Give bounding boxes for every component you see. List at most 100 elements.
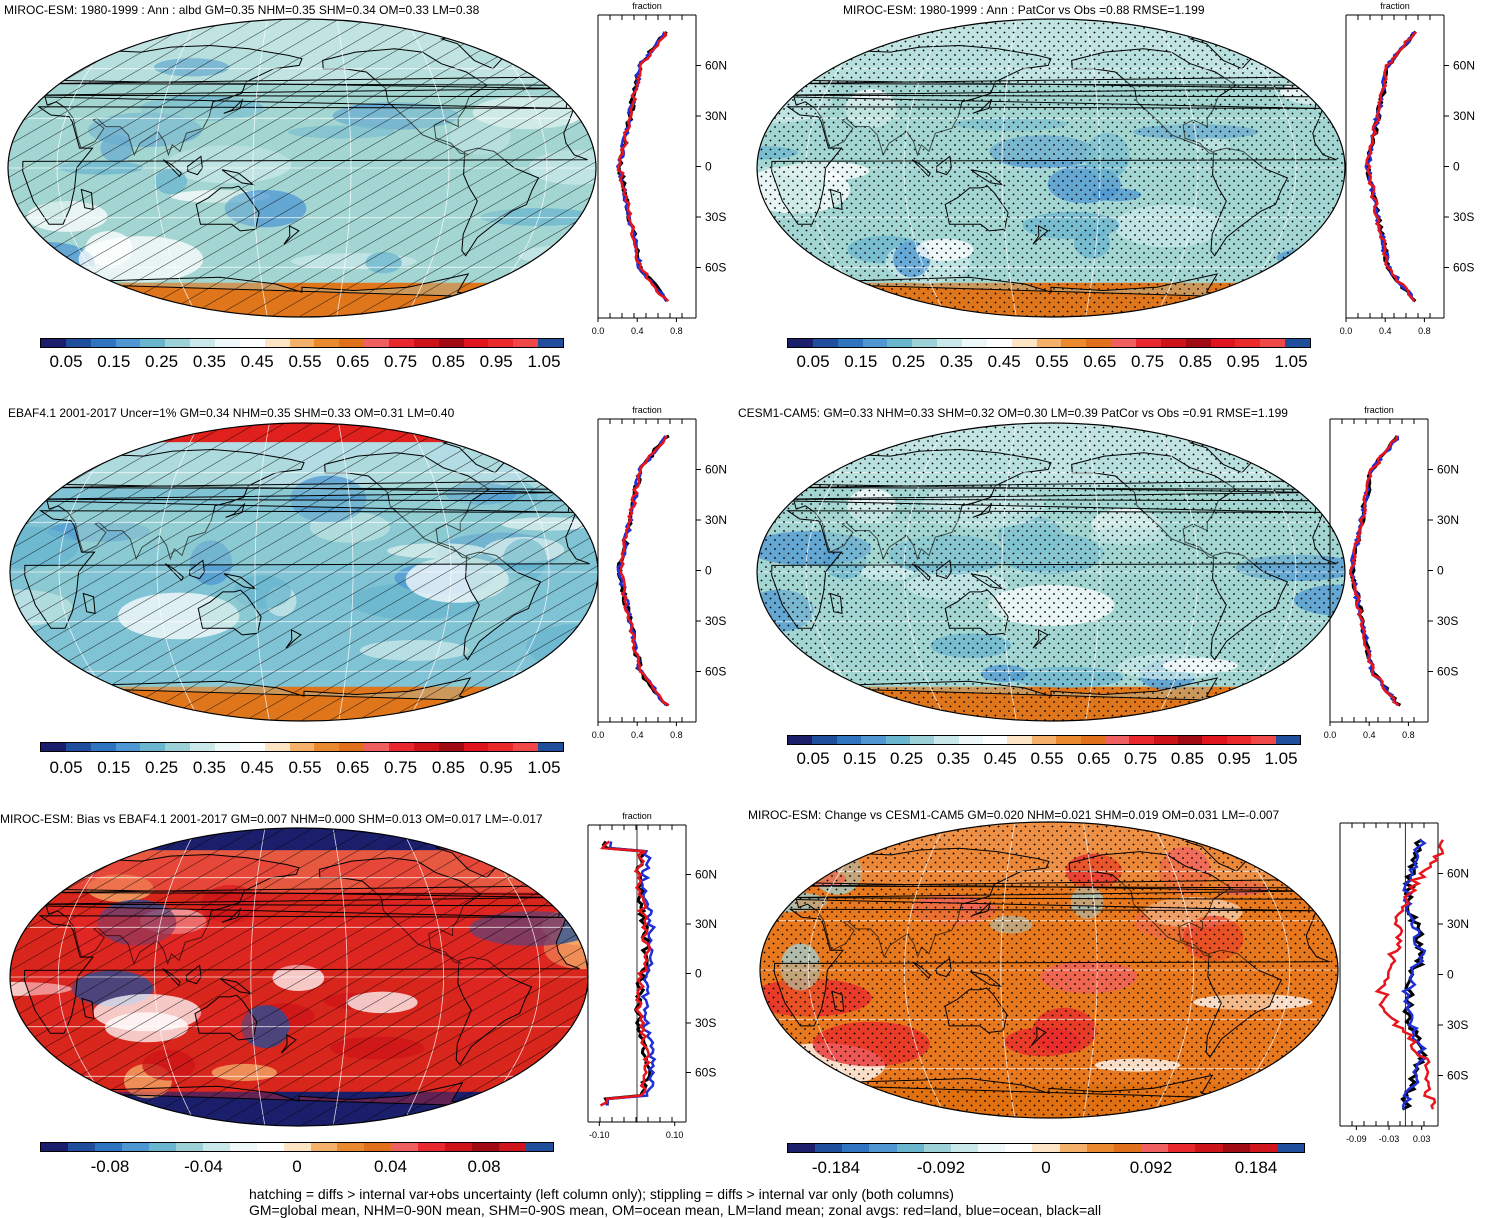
colorbar-swatch [909,736,935,744]
colorbar-swatch [1086,339,1112,347]
colorbar-swatch [389,339,414,347]
zonal-lat-label: 0 [1437,564,1444,578]
colorbar-swatch [175,1143,203,1151]
colorbar-label: 0.85 [1170,749,1204,768]
colorbar-label: 0.184 [1234,1158,1278,1177]
colorbar-swatch [67,1143,95,1151]
colorbar-label: 1.05 [1274,352,1308,371]
colorbar-swatch [986,339,1012,347]
colorbar-p3 [40,742,564,752]
colorbar-label: -0.08 [90,1157,130,1176]
colorbar-swatch [1226,736,1252,744]
colorbar-swatch [1032,1144,1060,1152]
colorbar-swatch [41,339,66,347]
zonal-plot-p1: fraction 60N 30N 0 30S 60S 0.0 0.4 0.8 [592,1,727,336]
colorbar-swatch [1185,339,1211,347]
colorbar-p4 [787,735,1301,745]
colorbar-label: 0.05 [796,352,830,371]
colorbar-swatch [337,1143,365,1151]
colorbar-swatch [264,339,290,347]
colorbar-label: 0.95 [1226,352,1260,371]
colorbar-swatch [115,339,141,347]
colorbar-label: 0.75 [384,352,418,371]
colorbar-swatch [1285,339,1311,347]
zonal-lat-label: 0 [1453,160,1460,174]
colorbar-label: 0.15 [844,352,878,371]
colorbar-swatch [912,339,938,347]
colorbar-label: 0.15 [843,749,877,768]
zonal-lat-label: 30N [1447,917,1469,931]
zonal-lat-label: 0 [705,160,712,174]
zonal-plot-p3: fraction 60N 30N 0 30S 60S 0.0 0.4 0.8 [592,405,727,740]
colorbar-swatch [463,339,489,347]
colorbar-swatch [165,339,191,347]
zonal-series-land [1374,839,1445,1110]
colorbar-swatch [1260,339,1286,347]
colorbar-swatch [499,1143,527,1151]
colorbar-swatch [1059,1144,1087,1152]
colorbar-swatch [364,743,390,751]
zonal-series-land [1365,31,1418,302]
colorbar-label: 0.25 [890,749,924,768]
colorbar-swatch [339,339,365,347]
zonal-lat-label: 60S [695,1066,716,1080]
zonal-plot-p2: fraction 60N 30N 0 30S 60S 0.0 0.4 0.8 [1340,1,1475,336]
zonal-x-tick: 0.03 [1413,1134,1431,1144]
colorbar-swatch [190,743,216,751]
colorbar-swatch [1011,339,1037,347]
colorbar-label: -0.04 [184,1157,223,1176]
zonal-lat-label: 30N [1453,109,1475,123]
colorbar-swatch [289,743,315,751]
zonal-series-all [1350,435,1402,707]
zonal-lat-label: 30S [695,1016,716,1030]
colorbar-swatch [812,736,837,744]
colorbar-swatch [445,1143,473,1151]
colorbar-swatch [788,1144,816,1152]
colorbar-swatch [1005,1144,1033,1152]
colorbar-swatch [239,743,265,751]
zonal-series-all [617,30,669,303]
colorbar-swatch [1036,339,1062,347]
colorbar-label: 0.65 [1083,352,1117,371]
colorbar-label: 0.65 [336,758,370,777]
zonal-x-tick: 0.0 [1324,730,1337,740]
colorbar-swatch [90,339,116,347]
zonal-series-land [1348,435,1400,707]
colorbar-swatch [788,339,813,347]
colorbar-label: 0.55 [1030,749,1064,768]
zonal-lat-label: 60N [1437,463,1459,477]
colorbar-swatch [1195,1144,1223,1152]
colorbar-label: 0.25 [145,758,179,777]
colorbar-p5 [40,1142,554,1152]
zonal-header: fraction [1364,405,1394,415]
zonal-lat-label: 60S [1447,1069,1468,1083]
zonal-series-land [599,840,652,1107]
colorbar-swatch [289,339,315,347]
colorbar-swatch [314,743,340,751]
colorbar-swatch [923,1144,951,1152]
colorbar-swatch [513,339,539,347]
colorbar-swatch [842,1144,870,1152]
map-p6 [759,821,1339,1119]
colorbar-swatch [958,736,983,744]
colorbar-label: 0.04 [373,1157,408,1176]
colorbar-swatch [1168,1144,1196,1152]
colorbar-swatch [115,743,141,751]
colorbar-swatch [1111,339,1137,347]
colorbar-label: 0.25 [892,352,926,371]
panel-title-p3: EBAF4.1 2001-2017 Uncer=1% GM=0.34 NHM=0… [8,406,455,420]
map-p3 [9,422,599,722]
colorbar-swatch [526,1143,554,1151]
colorbar-label: 0.95 [479,758,513,777]
zonal-lat-label: 30S [1453,210,1474,224]
zonal-lat-label: 60S [1437,665,1458,679]
colorbar-swatch [950,1144,979,1152]
colorbar-label: 0 [1041,1158,1051,1177]
colorbar-swatch [1275,736,1300,744]
colorbar-swatch [1136,339,1161,347]
zonal-lat-label: 0 [705,564,712,578]
zonal-lat-label: 60N [695,868,717,882]
colorbar-label: 0.95 [479,352,513,371]
zonal-series-land [616,31,670,303]
zonal-lat-label: 0 [695,967,702,981]
